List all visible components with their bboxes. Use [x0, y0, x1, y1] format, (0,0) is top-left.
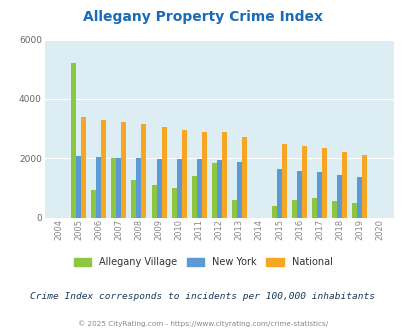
Bar: [321, 148, 326, 218]
Bar: [221, 132, 226, 218]
Bar: [196, 159, 201, 218]
Bar: [316, 172, 321, 218]
Bar: [336, 175, 341, 218]
Bar: [211, 163, 216, 218]
Legend: Allegany Village, New York, National: Allegany Village, New York, National: [73, 257, 332, 267]
Bar: [181, 130, 186, 218]
Bar: [101, 120, 106, 218]
Bar: [176, 159, 181, 218]
Bar: [96, 157, 101, 218]
Bar: [231, 200, 236, 218]
Bar: [91, 189, 96, 218]
Bar: [136, 157, 141, 218]
Bar: [296, 171, 301, 218]
Bar: [216, 160, 221, 218]
Bar: [76, 156, 81, 218]
Bar: [236, 162, 241, 218]
Bar: [276, 169, 281, 218]
Bar: [356, 177, 361, 218]
Bar: [121, 122, 126, 218]
Text: Crime Index corresponds to incidents per 100,000 inhabitants: Crime Index corresponds to incidents per…: [30, 292, 375, 301]
Bar: [141, 124, 146, 218]
Bar: [301, 146, 306, 218]
Bar: [191, 176, 196, 218]
Bar: [161, 127, 166, 218]
Bar: [116, 158, 121, 218]
Bar: [156, 159, 161, 218]
Bar: [341, 152, 346, 218]
Bar: [71, 63, 76, 218]
Bar: [81, 117, 86, 218]
Bar: [311, 198, 316, 218]
Bar: [331, 201, 336, 218]
Bar: [291, 200, 296, 218]
Bar: [171, 188, 176, 218]
Text: © 2025 CityRating.com - https://www.cityrating.com/crime-statistics/: © 2025 CityRating.com - https://www.city…: [78, 320, 327, 327]
Text: Allegany Property Crime Index: Allegany Property Crime Index: [83, 10, 322, 24]
Bar: [271, 206, 276, 218]
Bar: [351, 203, 356, 218]
Bar: [131, 180, 136, 218]
Bar: [281, 145, 286, 218]
Bar: [151, 185, 156, 218]
Bar: [241, 137, 246, 218]
Bar: [201, 132, 206, 218]
Bar: [361, 155, 367, 218]
Bar: [111, 158, 116, 218]
